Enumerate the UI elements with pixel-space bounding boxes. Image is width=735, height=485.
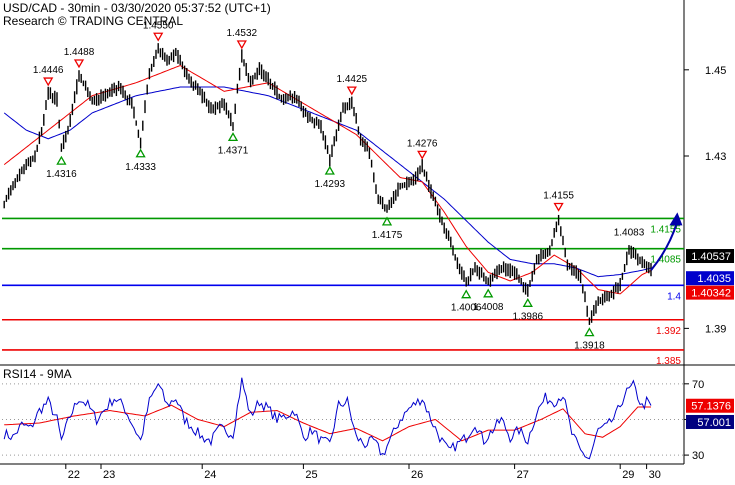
- rsi-series: [3, 377, 652, 460]
- peak-low-label: 1.4006: [451, 303, 482, 314]
- peak-low-marker: [461, 289, 472, 299]
- peak-low-marker: [381, 216, 393, 226]
- peak-high-marker: [346, 86, 357, 96]
- peak-high-marker: [153, 32, 164, 42]
- time-tick-label: 27: [517, 469, 529, 480]
- peak-high-label: 1.4446: [33, 65, 64, 76]
- peak-high-marker: [73, 59, 85, 69]
- rsi-tag-value-box: [686, 414, 734, 429]
- rsi-y-tick-label: 30: [692, 450, 704, 462]
- price-tag-ema-fast-label: 1.40342: [691, 288, 731, 300]
- price-tag-ema-slow-box: [686, 271, 734, 286]
- peak-low-label: 1.3986: [513, 311, 544, 322]
- support-resistance-levels: 1.4155 1.4085 1.4 1.392 1.385: [2, 217, 684, 367]
- value-tags: 1.40537 1.4035 1.40342 57.1376 57.001: [686, 249, 734, 429]
- peak-markers: 1.44461.44881.45501.45321.44251.42761.41…: [33, 20, 683, 352]
- price-grid: 1.45 1.43 1.39: [684, 65, 726, 335]
- rsi-tag-ma-box: [686, 398, 734, 413]
- peak-low-label: 1.4293: [315, 179, 346, 190]
- time-tick-label: 24: [204, 469, 216, 480]
- peak-low-marker: [324, 165, 335, 175]
- time-tick-label: 22: [68, 469, 80, 480]
- price-series: [3, 43, 652, 325]
- price-y-tick-label: 1.45: [705, 65, 726, 77]
- peak-low-label: 1.4175: [372, 230, 403, 241]
- time-axis: 22 23 24 25 26 27 29 30: [65, 464, 661, 481]
- peak-low-marker: [522, 298, 533, 307]
- peak-high-marker: [553, 202, 564, 212]
- rsi-line: [3, 377, 652, 460]
- peak-low-label: 1.4333: [125, 162, 156, 173]
- peak-low-label: 1.3918: [574, 341, 605, 352]
- level-label: 1.392: [656, 326, 681, 337]
- level-label: 1.385: [656, 356, 681, 367]
- peak-low-marker: [584, 327, 595, 337]
- rsi-y-tick-label: 70: [692, 379, 704, 391]
- peak-high-marker: [417, 150, 428, 160]
- rsi-grid: 705030: [2, 379, 704, 462]
- peak-low-marker: [135, 148, 146, 158]
- peak-high-marker: [236, 40, 247, 50]
- forecast-arrow-head: [669, 212, 683, 226]
- price-tag-close-box: [686, 249, 734, 264]
- time-tick-label: 29: [622, 469, 634, 480]
- peak-low-label: 1.4371: [218, 145, 249, 156]
- peak-low-marker: [56, 155, 67, 165]
- price-tag-close-label: 1.40537: [691, 251, 731, 263]
- level-label: 1.4085: [650, 255, 681, 266]
- rsi-ma-line: [4, 404, 651, 442]
- rsi-tag-value-label: 57.001: [697, 417, 731, 429]
- time-tick-label: 25: [305, 469, 317, 480]
- chart-title: USD/CAD - 30min - 03/30/2020 05:37:52 (U…: [3, 1, 271, 15]
- peak-high-label: 1.4550: [143, 20, 174, 31]
- chart-subtitle: Research © TRADING CENTRAL: [3, 14, 183, 28]
- price-y-tick-label: 1.43: [705, 151, 726, 163]
- peak-low-marker: [227, 132, 239, 142]
- peak-high-label: 1.4425: [337, 74, 368, 85]
- peak-high-label: 1.4155: [543, 190, 574, 201]
- price-annotation-label: 1.4083: [614, 228, 645, 239]
- rsi-panel-title: RSI14 - 9MA: [3, 367, 72, 381]
- peak-low-marker: [483, 288, 494, 298]
- peak-high-label: 1.4532: [227, 28, 258, 39]
- peak-low-label: 1.4008: [473, 302, 504, 313]
- price-tag-ema-slow-label: 1.4035: [697, 273, 731, 285]
- time-tick-label: 26: [411, 469, 423, 480]
- time-tick-label: 23: [103, 469, 115, 480]
- time-tick-label: 30: [649, 469, 661, 480]
- chart-frame: [0, 0, 735, 465]
- peak-high-label: 1.4488: [64, 47, 95, 58]
- peak-high-label: 1.4276: [407, 138, 438, 149]
- forecast-arrow-shaft: [650, 224, 678, 271]
- peak-high-marker: [43, 77, 54, 87]
- rsi-tag-ma-label: 57.1376: [691, 401, 731, 413]
- price-y-tick-label: 1.39: [705, 323, 726, 335]
- level-label: 1.4: [667, 291, 681, 302]
- peak-low-label: 1.4316: [46, 169, 77, 180]
- level-label: 1.4155: [650, 224, 681, 235]
- price-tag-ema-fast-box: [686, 285, 734, 300]
